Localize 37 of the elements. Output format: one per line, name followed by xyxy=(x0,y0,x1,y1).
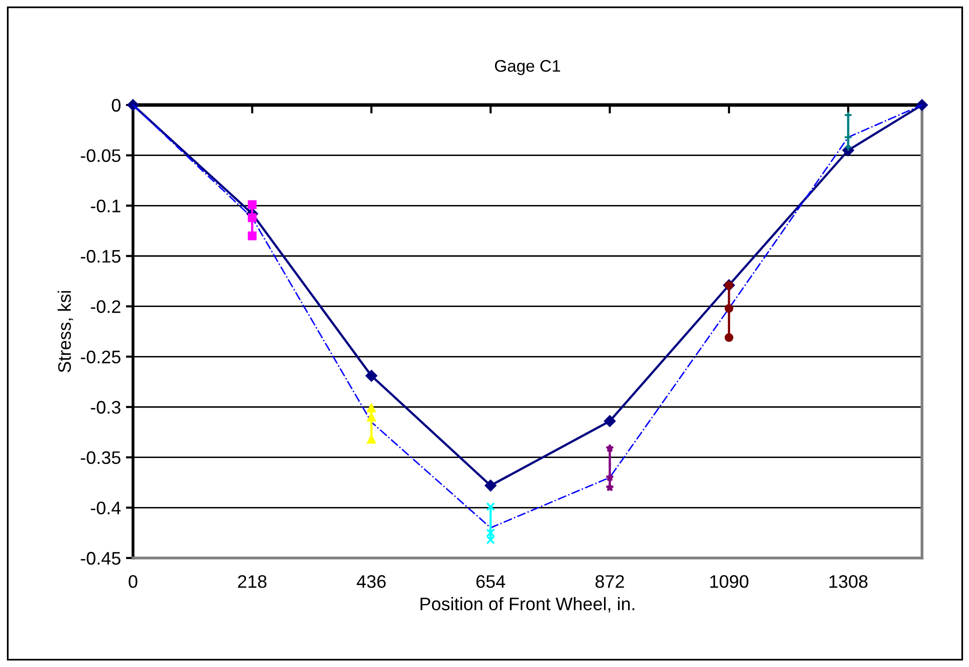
y-axis-title: Stress, ksi xyxy=(58,291,74,372)
y-tick-label: -0.3 xyxy=(90,400,120,414)
point xyxy=(248,231,257,240)
y-tick-label: -0.4 xyxy=(90,502,121,514)
x-tick-label: 218 xyxy=(238,575,266,588)
y-tick-label: -0.15 xyxy=(80,250,120,263)
chart-title: Gage C1 xyxy=(494,60,560,76)
point xyxy=(724,304,734,313)
y-tick-label: -0.35 xyxy=(80,451,120,464)
point xyxy=(486,502,495,512)
point xyxy=(367,412,376,422)
point xyxy=(367,404,376,412)
point xyxy=(486,536,495,544)
y-tick-label: 0 xyxy=(112,98,120,112)
x-tick-label: 1308 xyxy=(829,575,868,588)
x-tick-label: 436 xyxy=(356,575,386,588)
y-tick-label: -0.25 xyxy=(80,350,120,364)
y-tick-label: -0.05 xyxy=(80,149,120,162)
x-axis-title: Position of Front Wheel, in. xyxy=(420,597,634,612)
x-tick-label: 0 xyxy=(128,575,138,588)
point xyxy=(606,444,614,452)
point xyxy=(248,213,257,222)
x-tick-label: 872 xyxy=(596,575,624,588)
point xyxy=(486,528,495,538)
point xyxy=(367,434,376,444)
point xyxy=(484,480,496,492)
point xyxy=(724,333,734,342)
y-tick-label: -0.2 xyxy=(90,300,120,314)
x-tick-label: 654 xyxy=(476,575,506,588)
y-tick-label: -0.1 xyxy=(90,200,120,212)
point xyxy=(366,370,378,382)
point xyxy=(604,415,616,427)
x-tick-label: 1090 xyxy=(710,575,748,588)
y-tick-label: -0.45 xyxy=(80,552,120,565)
point xyxy=(248,200,257,210)
point xyxy=(606,483,614,492)
point xyxy=(606,473,614,482)
